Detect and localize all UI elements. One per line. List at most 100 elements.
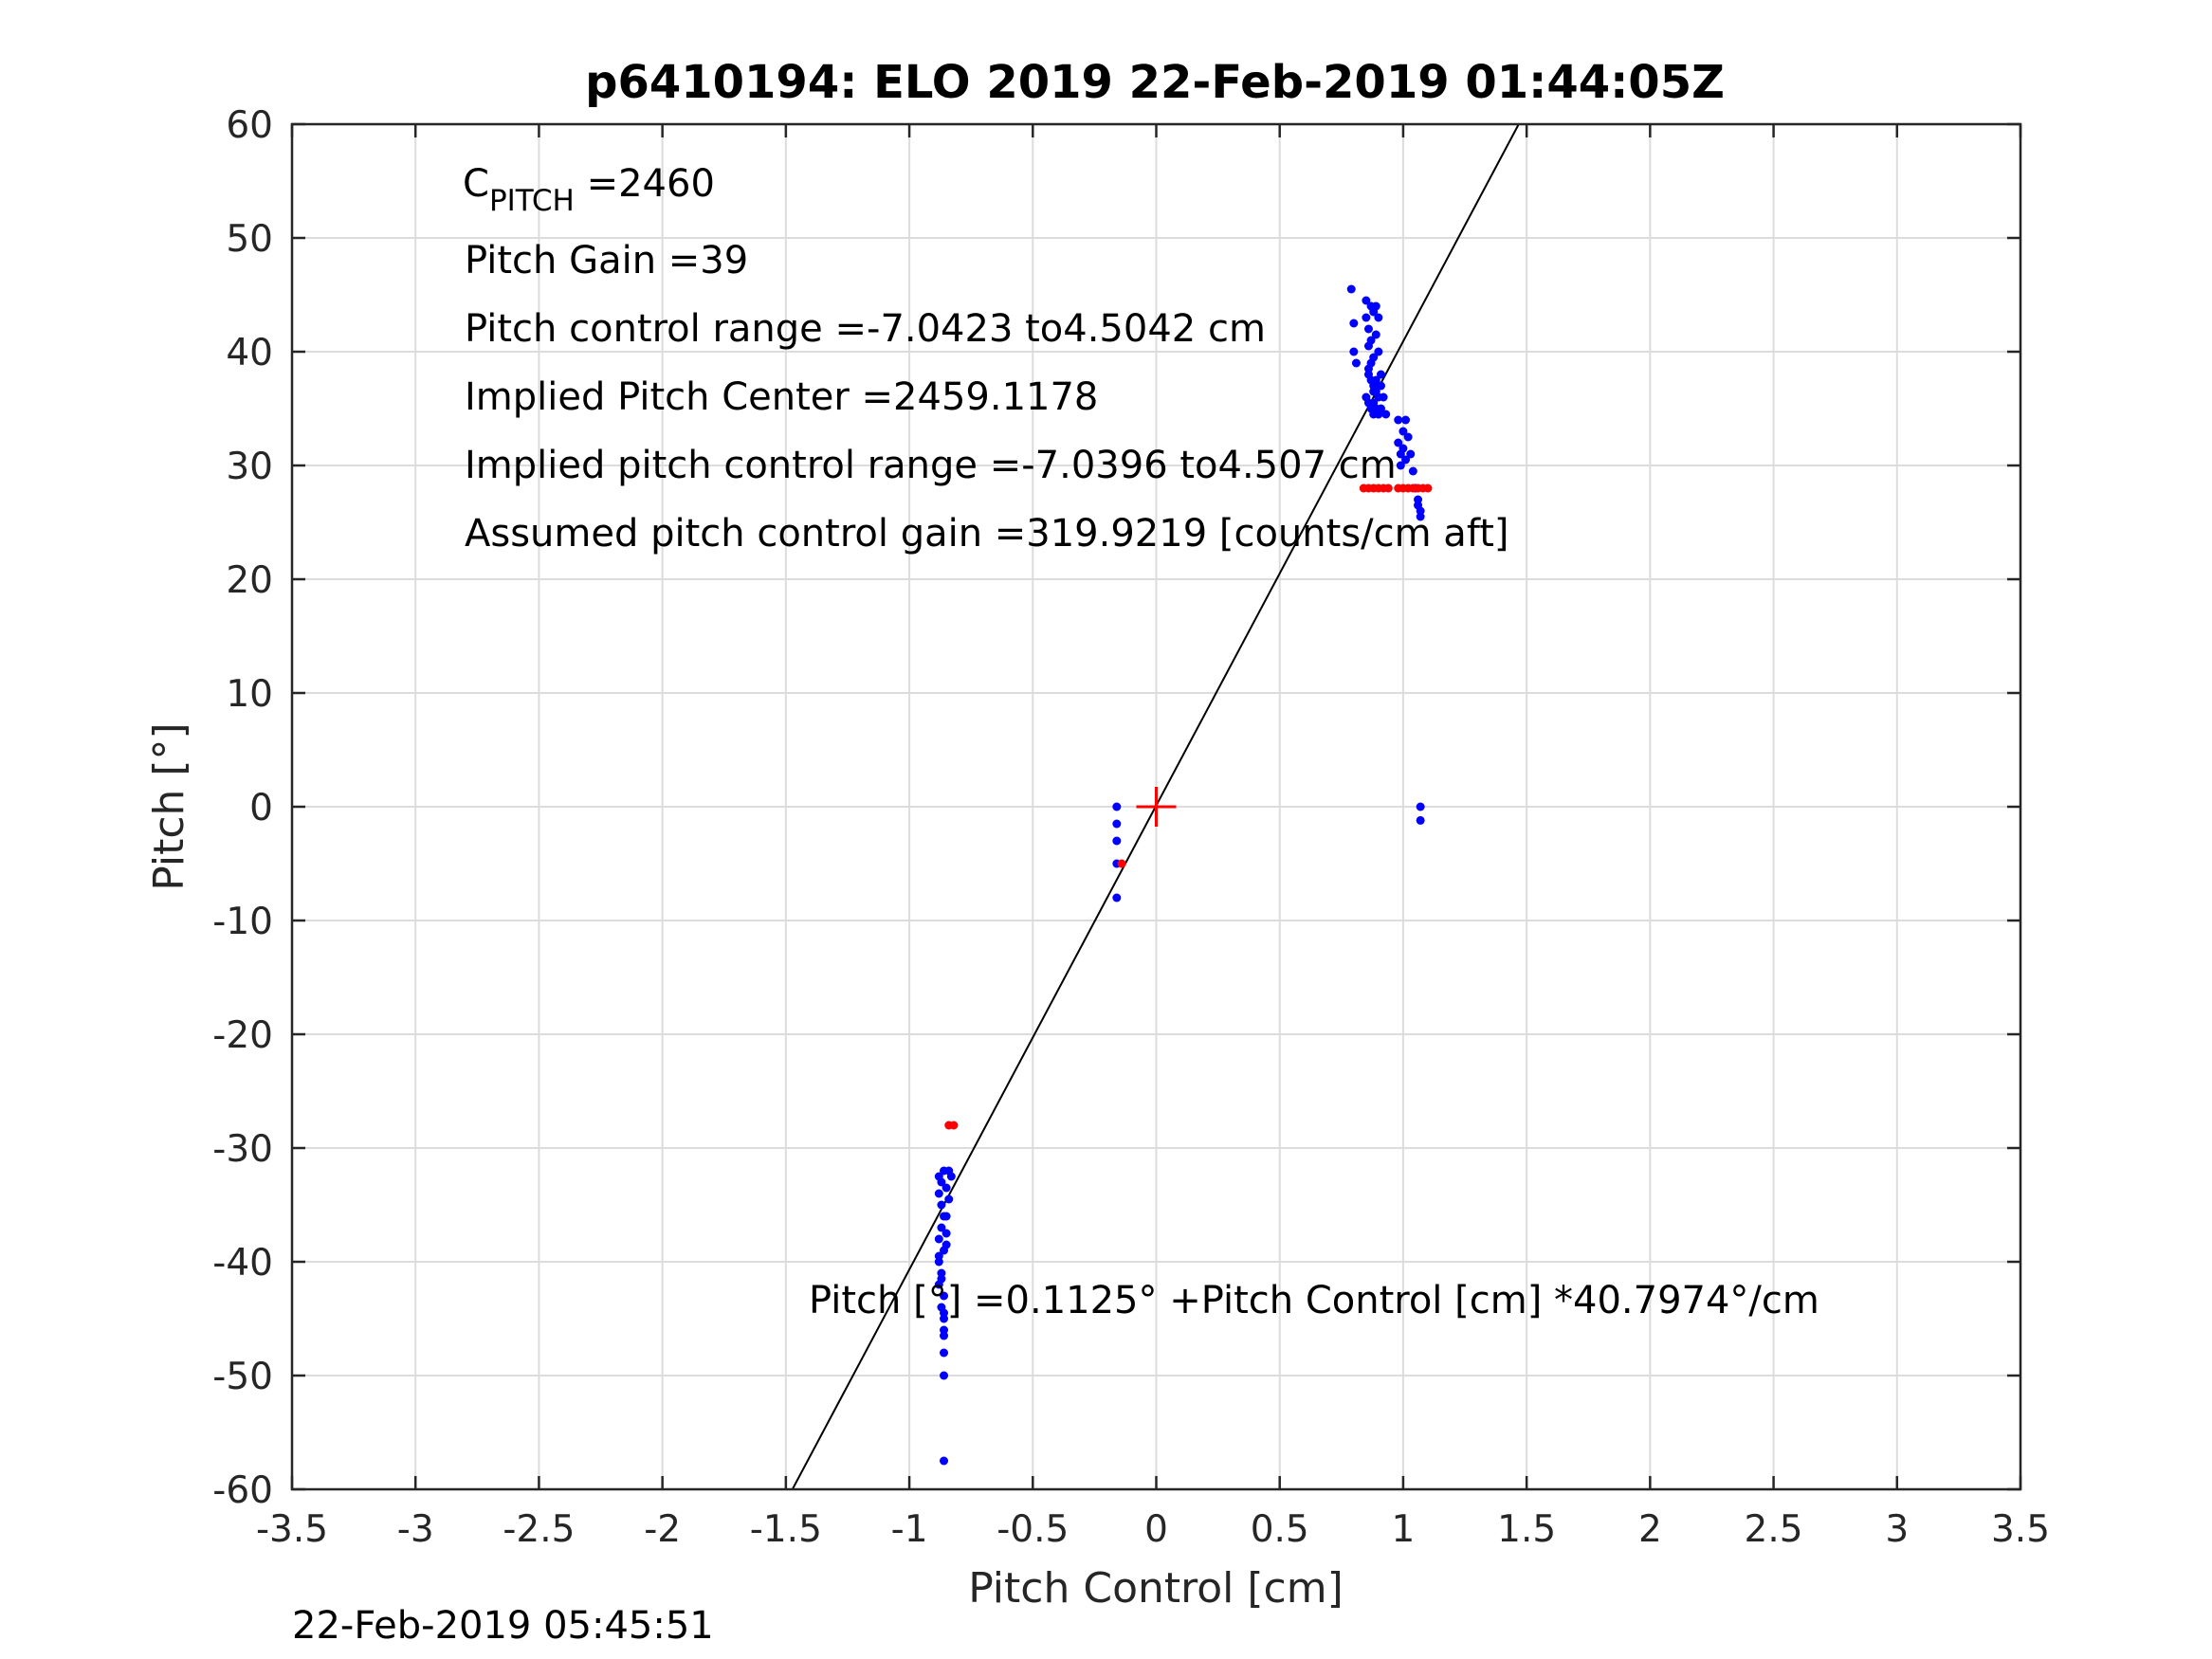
blue-data-point [937,1223,946,1232]
blue-data-point [1112,802,1122,811]
assumed-gain-annotation: Assumed pitch control gain =319.9219 [co… [465,512,1508,556]
x-tick-label: 3 [1885,1508,1909,1551]
blue-data-point [1406,449,1416,459]
blue-data-point [937,1268,946,1278]
x-tick-label: 1 [1392,1508,1416,1551]
red-data-point [949,1121,959,1130]
blue-data-point [1371,301,1380,311]
blue-data-point [1403,432,1413,442]
blue-data-point [941,1229,951,1238]
blue-data-point [1376,381,1385,391]
blue-data-point [1381,410,1391,419]
pitch-gain-annotation: Pitch Gain =39 [465,239,748,283]
blue-data-point [1366,358,1376,368]
blue-data-point [937,1177,946,1187]
blue-data-point [934,1280,943,1289]
footer-timestamp: 22-Feb-2019 05:45:51 [292,1604,714,1648]
cpitch-letter: C [463,162,489,206]
annotation-block: CPITCH =2460 Pitch Gain =39 Pitch contro… [463,162,1508,556]
blue-data-point [1362,313,1371,322]
x-tick-label: -2.5 [503,1508,575,1551]
y-tick-label: -10 [212,901,273,943]
y-tick-label: 60 [226,104,273,147]
implied-center-annotation: Implied Pitch Center =2459.1178 [465,375,1098,419]
red-data-point [1383,483,1393,493]
blue-data-point [1351,358,1361,368]
blue-data-point [1416,802,1425,811]
blue-data-point [1371,330,1380,339]
blue-data-point [1394,415,1403,425]
blue-data-point [940,1456,949,1466]
y-tick-label: 30 [226,446,273,488]
x-tick-labels: -3.5 -3 -2.5 -2 -1.5 -1 -0.5 0 0.5 1 1.5 2 2.5 3 3.5 [256,1508,2050,1551]
blue-data-point [1396,461,1405,470]
blue-data-point [1401,415,1411,425]
y-axis-label: Pitch [°] [145,722,193,890]
blue-data-point [1112,819,1122,829]
blue-data-point [1374,313,1383,322]
blue-data-point [940,1331,949,1340]
chart-title: p6410194: ELO 2019 22-Feb-2019 01:44:05Z [585,56,1725,109]
y-tick-label: -40 [212,1242,273,1285]
blue-data-point [1349,319,1359,328]
x-tick-label: -3 [397,1508,434,1551]
blue-data-point [941,1240,951,1249]
fit-equation-annotation: Pitch [°] =0.1125° +Pitch Control [cm] *… [809,1279,1819,1322]
y-tick-labels: -60 -50 -40 -30 -20 -10 0 10 20 30 40 50 60 [212,104,273,1512]
cpitch-value: =2460 [575,162,715,206]
x-tick-label: -2 [644,1508,681,1551]
blue-data-point [1112,836,1122,846]
x-tick-label: 2.5 [1745,1508,1803,1551]
y-tick-label: 0 [249,787,273,830]
blue-data-point [1394,438,1403,447]
x-tick-label: 0.5 [1251,1508,1309,1551]
x-tick-label: -1.5 [750,1508,822,1551]
blue-data-point [1376,370,1385,379]
blue-data-point [1369,387,1379,396]
x-tick-label: 1.5 [1497,1508,1556,1551]
blue-data-point [1408,466,1417,476]
control-range-annotation: Pitch control range =-7.0423 to4.5042 cm [465,307,1266,351]
blue-data-point [940,1371,949,1380]
blue-data-point [1416,512,1425,521]
blue-data-point [1366,336,1376,345]
x-tick-label: 0 [1144,1508,1168,1551]
blue-data-point [940,1291,949,1301]
red-data-point [1423,483,1433,493]
y-tick-label: -20 [212,1014,273,1057]
blue-data-point [1416,815,1425,825]
x-tick-label: 3.5 [1991,1508,2050,1551]
blue-data-point [940,1308,949,1318]
blue-data-point [1376,404,1385,413]
data-points [934,284,1433,1466]
blue-data-point [941,1212,951,1221]
blue-data-point [941,1183,951,1193]
red-data-point [1117,859,1126,868]
blue-data-point [1398,444,1408,453]
blue-data-point [934,1189,943,1198]
blue-data-point [1363,324,1373,334]
cpitch-subscript: PITCH [489,184,575,218]
x-tick-label: -1 [891,1508,928,1551]
y-tick-label: 10 [226,673,273,716]
blue-data-point [946,1172,956,1181]
blue-data-point [934,1234,943,1244]
blue-data-point [944,1194,954,1204]
axis-ticks [290,122,2022,1491]
blue-data-point [940,1348,949,1358]
y-tick-label: -60 [212,1469,273,1512]
blue-data-point [934,1251,943,1261]
x-tick-label: -3.5 [256,1508,328,1551]
blue-data-point [1371,375,1380,385]
grid [291,123,2021,1490]
x-axis-label: Pitch Control [cm] [968,1564,1344,1613]
blue-data-point [937,1200,946,1210]
blue-data-point [1112,893,1122,902]
y-tick-label: 40 [226,332,273,374]
blue-data-point [1379,392,1388,402]
center-marker [1136,787,1177,827]
cpitch-annotation: CPITCH =2460 [463,162,715,218]
blue-data-point [1346,284,1356,294]
implied-range-annotation: Implied pitch control range =-7.0396 to4… [465,444,1397,487]
